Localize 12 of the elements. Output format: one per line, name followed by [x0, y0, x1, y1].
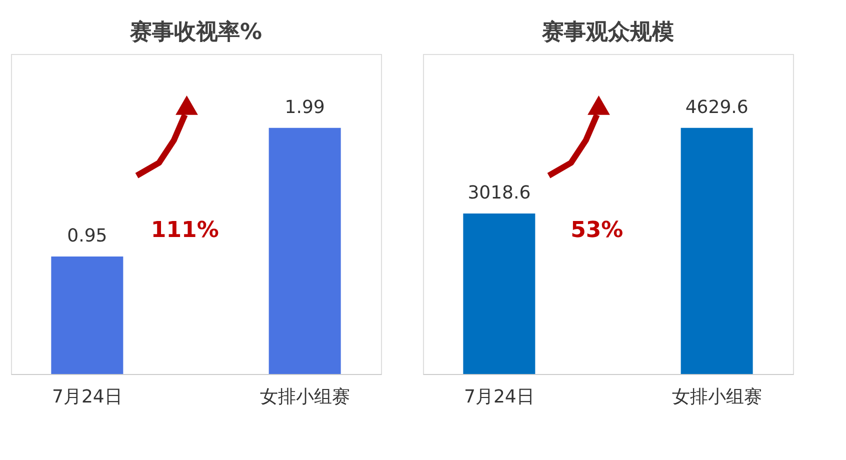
- data-label: 3018.6: [468, 182, 531, 204]
- x-tick-label: 女排小组赛: [672, 386, 762, 408]
- annotation: 111%: [150, 218, 219, 243]
- x-tick-label: 女排小组赛: [260, 386, 350, 408]
- x-tick-label: 7月24日: [52, 386, 122, 408]
- data-label: 1.99: [284, 96, 325, 118]
- chart-title: 赛事收视率%: [128, 19, 262, 45]
- data-label: 4629.6: [685, 96, 748, 118]
- data-label: 0.95: [67, 225, 108, 246]
- chart-title: 赛事观众规模: [541, 19, 674, 45]
- annotation: 53%: [570, 218, 624, 243]
- x-tick-label: 7月24日: [464, 386, 534, 408]
